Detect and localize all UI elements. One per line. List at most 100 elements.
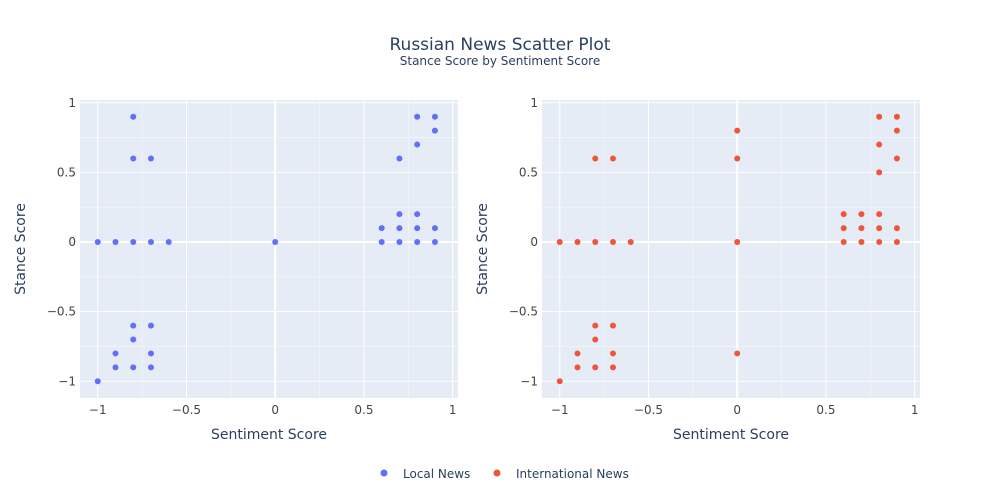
data-point[interactable]	[414, 211, 421, 218]
data-point[interactable]	[414, 141, 421, 148]
data-point[interactable]	[876, 169, 883, 176]
y-tick-label: 0.5	[519, 165, 538, 179]
x-tick-label: −0.5	[634, 403, 663, 417]
data-point[interactable]	[130, 239, 137, 246]
data-point[interactable]	[840, 225, 847, 232]
x-tick-label: 1	[449, 403, 457, 417]
data-point[interactable]	[147, 239, 154, 246]
data-point[interactable]	[876, 225, 883, 232]
plot-area	[80, 100, 458, 398]
y-tick-label: 0.5	[57, 165, 76, 179]
data-point[interactable]	[431, 239, 438, 246]
data-point[interactable]	[431, 127, 438, 134]
data-point[interactable]	[130, 336, 137, 343]
data-point[interactable]	[414, 113, 421, 120]
x-tick-label: 1	[911, 403, 919, 417]
data-point[interactable]	[893, 155, 900, 162]
data-point[interactable]	[130, 113, 137, 120]
data-point[interactable]	[876, 113, 883, 120]
data-point[interactable]	[609, 350, 616, 357]
data-point[interactable]	[130, 155, 137, 162]
data-point[interactable]	[414, 239, 421, 246]
legend-item-local[interactable]: Local News	[380, 467, 471, 481]
data-point[interactable]	[147, 155, 154, 162]
data-point[interactable]	[165, 239, 172, 246]
data-point[interactable]	[893, 113, 900, 120]
data-point[interactable]	[396, 211, 403, 218]
data-point[interactable]	[876, 239, 883, 246]
data-point[interactable]	[840, 239, 847, 246]
x-axis-label: Sentiment Score	[673, 427, 789, 443]
plot-area	[542, 100, 920, 398]
data-point[interactable]	[858, 225, 865, 232]
data-point[interactable]	[574, 239, 581, 246]
y-tick-label: −1	[58, 374, 76, 388]
data-point[interactable]	[893, 225, 900, 232]
data-point[interactable]	[396, 239, 403, 246]
data-point[interactable]	[609, 364, 616, 371]
data-point[interactable]	[592, 155, 599, 162]
data-point[interactable]	[431, 113, 438, 120]
data-point[interactable]	[858, 211, 865, 218]
x-tick-label: 0	[733, 403, 741, 417]
data-point[interactable]	[431, 225, 438, 232]
data-point[interactable]	[112, 364, 119, 371]
data-point[interactable]	[858, 239, 865, 246]
y-tick-label: 0	[68, 235, 76, 249]
local-news-subplot: −1 −0.5 0 0.5 1 −1 −0.5 0 0.5 1 Sentiment Score Sta…	[13, 96, 458, 443]
y-tick-label: −0.5	[509, 305, 538, 319]
data-point[interactable]	[876, 141, 883, 148]
legend-label-local: Local News	[403, 467, 470, 481]
data-point[interactable]	[574, 350, 581, 357]
data-point[interactable]	[396, 225, 403, 232]
y-tick-label: −0.5	[47, 305, 76, 319]
data-point[interactable]	[592, 364, 599, 371]
data-point[interactable]	[609, 239, 616, 246]
data-point[interactable]	[94, 239, 101, 246]
data-point[interactable]	[893, 239, 900, 246]
data-point[interactable]	[147, 350, 154, 357]
data-point[interactable]	[272, 239, 279, 246]
x-tick-label: −1	[89, 403, 107, 417]
data-point[interactable]	[592, 239, 599, 246]
data-point[interactable]	[734, 127, 741, 134]
data-point[interactable]	[378, 225, 385, 232]
data-point[interactable]	[734, 350, 741, 357]
data-point[interactable]	[876, 211, 883, 218]
data-point[interactable]	[556, 378, 563, 385]
chart-title: Russian News Scatter Plot	[390, 35, 611, 55]
data-point[interactable]	[609, 155, 616, 162]
data-point[interactable]	[609, 322, 616, 329]
y-tick-label: 0	[530, 235, 538, 249]
data-point[interactable]	[592, 322, 599, 329]
data-point[interactable]	[734, 239, 741, 246]
international-news-subplot: −1 −0.5 0 0.5 1 −1 −0.5 0 0.5 1 Sentiment Score Sta…	[475, 96, 920, 443]
data-point[interactable]	[112, 239, 119, 246]
data-point[interactable]	[130, 364, 137, 371]
data-point[interactable]	[147, 322, 154, 329]
data-point[interactable]	[840, 211, 847, 218]
x-tick-label: 0	[271, 403, 279, 417]
data-point[interactable]	[574, 364, 581, 371]
y-axis-label: Stance Score	[13, 203, 29, 295]
legend[interactable]: Local News International News	[380, 467, 629, 481]
data-point[interactable]	[734, 155, 741, 162]
x-axis-label: Sentiment Score	[211, 427, 327, 443]
data-point[interactable]	[556, 239, 563, 246]
data-point[interactable]	[627, 239, 634, 246]
data-point[interactable]	[592, 336, 599, 343]
data-point[interactable]	[147, 364, 154, 371]
y-tick-label: 1	[68, 96, 76, 110]
data-point[interactable]	[378, 239, 385, 246]
data-point[interactable]	[130, 322, 137, 329]
data-point[interactable]	[893, 127, 900, 134]
data-point[interactable]	[396, 155, 403, 162]
data-point[interactable]	[414, 225, 421, 232]
data-point[interactable]	[94, 378, 101, 385]
legend-item-international[interactable]: International News	[493, 467, 629, 481]
y-axis-label: Stance Score	[475, 203, 491, 295]
data-point[interactable]	[112, 350, 119, 357]
y-tick-label: 1	[530, 96, 538, 110]
x-tick-label: 0.5	[354, 403, 373, 417]
